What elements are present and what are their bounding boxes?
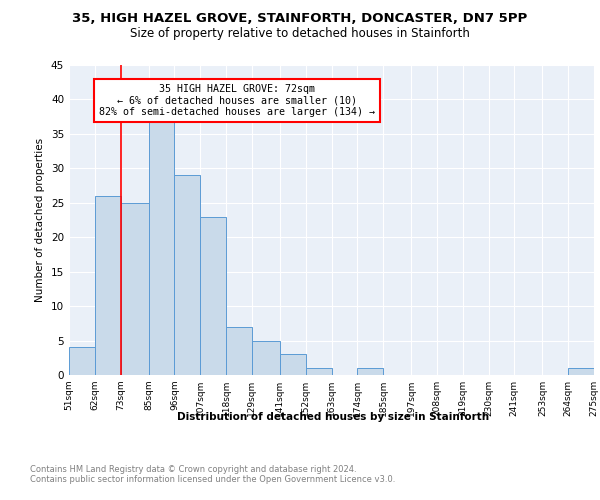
Bar (252, 340, 280, 375)
Bar (121, 203, 149, 375)
Text: Size of property relative to detached houses in Stainforth: Size of property relative to detached ho… (130, 28, 470, 40)
Text: Distribution of detached houses by size in Stainforth: Distribution of detached houses by size … (177, 412, 489, 422)
Bar (69, 348, 95, 375)
Bar (175, 175, 200, 375)
Bar (280, 354, 306, 375)
Text: 35 HIGH HAZEL GROVE: 72sqm
← 6% of detached houses are smaller (10)
82% of semi-: 35 HIGH HAZEL GROVE: 72sqm ← 6% of detac… (99, 84, 375, 117)
Bar (226, 327, 252, 375)
Bar (568, 368, 594, 375)
Text: Contains HM Land Registry data © Crown copyright and database right 2024.
Contai: Contains HM Land Registry data © Crown c… (30, 465, 395, 484)
Bar (95, 196, 121, 375)
Bar (200, 216, 226, 375)
Bar (357, 368, 383, 375)
Bar (149, 120, 175, 375)
Text: 35, HIGH HAZEL GROVE, STAINFORTH, DONCASTER, DN7 5PP: 35, HIGH HAZEL GROVE, STAINFORTH, DONCAS… (73, 12, 527, 26)
Y-axis label: Number of detached properties: Number of detached properties (35, 138, 46, 302)
Bar (306, 368, 331, 375)
